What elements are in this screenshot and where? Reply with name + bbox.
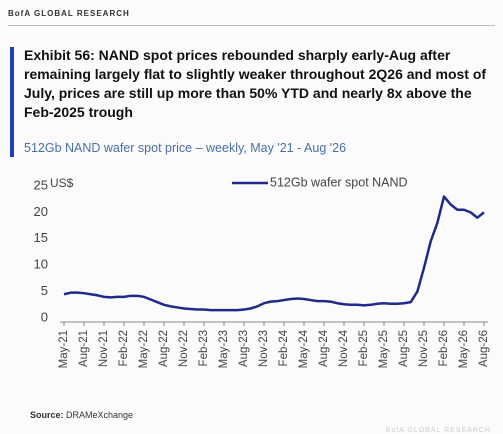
x-tick-label: Nov-21 (98, 330, 110, 367)
x-tick-label: May-25 (378, 330, 390, 368)
legend-label: 512Gb wafer spot NAND (270, 175, 408, 189)
x-tick-label: Aug-22 (158, 330, 170, 367)
y-tick-label: 5 (41, 283, 48, 298)
x-tick-label: Aug-26 (478, 330, 490, 367)
y-axis-label: US$ (50, 176, 74, 190)
divider (8, 25, 495, 26)
x-tick-label: Nov-24 (338, 329, 350, 367)
series-line (63, 195, 485, 312)
x-tick-label: Aug-23 (238, 330, 250, 367)
x-tick-label: Feb-26 (438, 330, 450, 366)
y-tick-label: 10 (34, 257, 48, 272)
chart-title: Exhibit 56: NAND spot prices rebounded s… (24, 47, 487, 120)
x-tick-label: May-23 (218, 330, 230, 368)
x-tick-label: May-24 (298, 329, 310, 368)
chart-subtitle: 512Gb NAND wafer spot price – weekly, Ma… (24, 141, 347, 155)
x-tick-label: Nov-23 (258, 330, 270, 367)
header: BofA GLOBAL RESEARCH (8, 9, 130, 18)
x-tick-label: Nov-25 (418, 330, 430, 367)
source-label: Source: (30, 410, 64, 420)
source: Source: DRAMeXchange (30, 410, 133, 420)
x-tick-label: Aug-25 (398, 330, 410, 367)
x-tick-label: Feb-24 (278, 329, 290, 366)
x-tick-label: Nov-22 (178, 330, 190, 367)
x-tick-label: May-21 (58, 330, 70, 368)
x-tick-label: Feb-23 (198, 330, 210, 366)
footer: BofA GLOBAL RESEARCH (385, 427, 491, 434)
y-tick-label: 20 (34, 204, 48, 219)
accent-bar (10, 47, 14, 157)
y-tick-label: 25 (34, 177, 48, 192)
x-tick-label: Aug-24 (318, 329, 330, 367)
x-tick-label: Feb-22 (118, 330, 130, 366)
y-tick-label: 0 (41, 309, 48, 324)
y-tick-label: 15 (34, 230, 48, 245)
x-tick-label: Feb-25 (358, 330, 370, 366)
x-tick-label: May-22 (138, 330, 150, 368)
x-tick-label: Aug-21 (78, 330, 90, 367)
source-text: DRAMeXchange (66, 410, 134, 420)
x-tick-label: May-26 (458, 330, 470, 368)
